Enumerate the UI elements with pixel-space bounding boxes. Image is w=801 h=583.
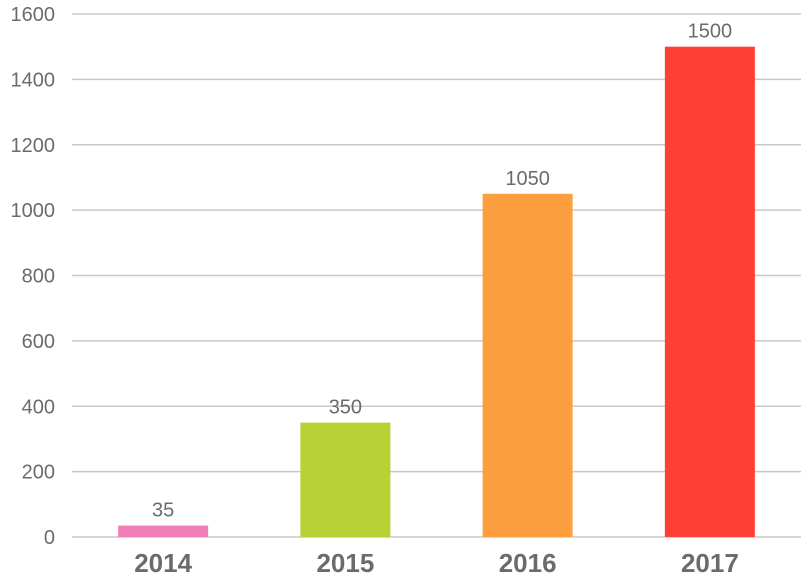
- bar-2014: [118, 525, 209, 537]
- gridlines: [72, 13, 801, 538]
- y-tick-label: 1400: [11, 69, 56, 91]
- bar-2017: [664, 46, 755, 537]
- data-label-2016: 1050: [505, 168, 550, 190]
- y-tick-label: 200: [22, 462, 55, 484]
- y-axis-ticks: 0 200 400 600 800 1000 1200 1400 1600: [11, 4, 56, 549]
- y-tick-label: 400: [22, 396, 55, 418]
- data-labels: 35 350 1050 1500: [152, 21, 732, 522]
- data-label-2014: 35: [152, 500, 174, 522]
- bar-2015: [300, 422, 391, 537]
- data-label-2017: 1500: [688, 21, 733, 43]
- y-tick-label: 0: [44, 527, 55, 549]
- bar-2016: [482, 193, 573, 537]
- x-tick-label-2014: 2014: [134, 548, 192, 578]
- x-tick-label-2015: 2015: [316, 548, 374, 578]
- y-tick-label: 1000: [11, 200, 56, 222]
- data-label-2015: 350: [329, 397, 362, 419]
- y-tick-label: 1200: [11, 135, 56, 157]
- y-tick-label: 600: [22, 331, 55, 353]
- x-tick-label-2017: 2017: [681, 548, 739, 578]
- y-tick-label: 800: [22, 266, 55, 288]
- x-tick-label-2016: 2016: [499, 548, 557, 578]
- y-tick-label: 1600: [11, 4, 56, 26]
- bars: [118, 46, 755, 537]
- x-axis-ticks: 2014 2015 2016 2017: [134, 548, 739, 578]
